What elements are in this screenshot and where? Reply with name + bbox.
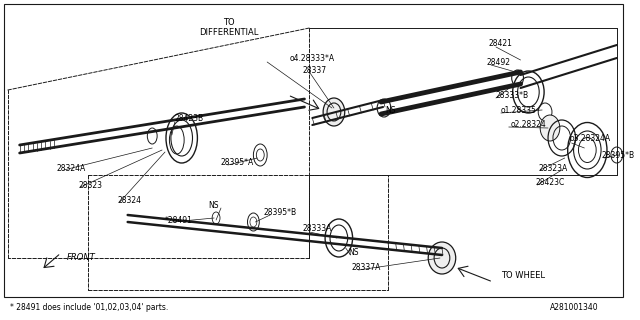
Text: 28421: 28421 — [488, 38, 512, 47]
Text: 28323: 28323 — [79, 180, 102, 189]
Text: 28323A: 28323A — [538, 164, 568, 172]
Text: o1.28335: o1.28335 — [501, 106, 537, 115]
Text: DIFFERENTIAL: DIFFERENTIAL — [199, 28, 259, 36]
Text: o2.28324: o2.28324 — [511, 119, 547, 129]
Ellipse shape — [428, 242, 456, 274]
Ellipse shape — [323, 98, 345, 126]
Text: FRONT: FRONT — [67, 253, 95, 262]
Text: 28324A: 28324A — [57, 164, 86, 172]
Text: * 28491 does include '01,02,03,04' parts.: * 28491 does include '01,02,03,04' parts… — [10, 303, 168, 313]
Text: 28337: 28337 — [303, 66, 326, 75]
Text: TO WHEEL: TO WHEEL — [501, 270, 545, 279]
Text: NS: NS — [208, 201, 219, 210]
Text: 28333A: 28333A — [303, 223, 332, 233]
Text: 28492: 28492 — [486, 58, 510, 67]
Text: 28337A: 28337A — [351, 263, 381, 273]
Text: TO: TO — [223, 18, 235, 27]
Text: 28423B: 28423B — [175, 114, 204, 123]
Text: NS: NS — [349, 247, 359, 257]
Text: A281001340: A281001340 — [550, 303, 598, 313]
Text: *28491: *28491 — [165, 215, 193, 225]
Text: o4.28333*A: o4.28333*A — [290, 53, 335, 62]
Ellipse shape — [540, 115, 560, 141]
Text: 28395*B: 28395*B — [263, 207, 296, 217]
Text: o3.28324A: o3.28324A — [570, 133, 611, 142]
Text: NS: NS — [385, 106, 396, 115]
Text: 28423C: 28423C — [535, 178, 564, 187]
Text: 28395*A: 28395*A — [221, 157, 254, 166]
Text: 28333*B: 28333*B — [496, 91, 529, 100]
Text: 28395*B: 28395*B — [601, 150, 634, 159]
Text: 28324: 28324 — [118, 196, 142, 204]
